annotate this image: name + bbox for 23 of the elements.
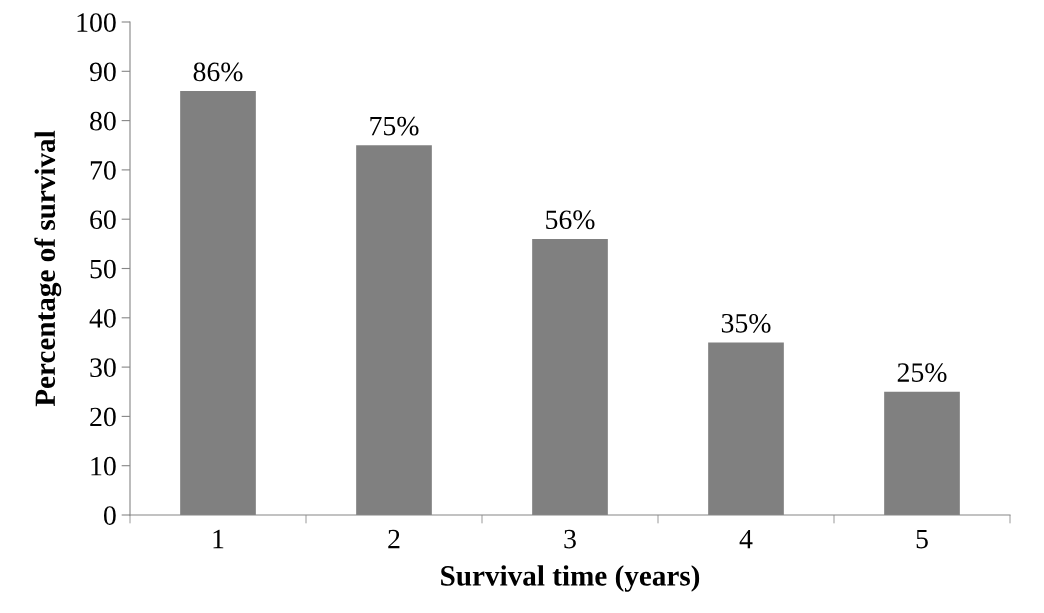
y-tick-label: 0 bbox=[103, 506, 116, 525]
x-tick-label: 4 bbox=[739, 529, 753, 549]
y-tick-label: 100 bbox=[77, 13, 116, 32]
data-label: 75% bbox=[370, 116, 419, 136]
y-tick-label: 40 bbox=[89, 308, 116, 328]
y-tick-label: 10 bbox=[91, 456, 116, 476]
y-tick-label: 80 bbox=[90, 111, 116, 131]
y-tick-label: 30 bbox=[90, 358, 116, 378]
x-tick-label: 2 bbox=[388, 529, 400, 549]
y-axis-title: Percentage of survival bbox=[34, 130, 62, 407]
x-tick-label: 3 bbox=[564, 529, 576, 549]
data-label: 25% bbox=[897, 363, 947, 383]
x-tick-label: 1 bbox=[213, 529, 224, 549]
y-tick-label: 50 bbox=[90, 259, 116, 279]
data-label: 35% bbox=[721, 313, 771, 333]
data-label: 56% bbox=[546, 210, 595, 230]
y-tick-label: 70 bbox=[90, 161, 116, 180]
data-label: 86% bbox=[193, 62, 243, 82]
x-axis-title: Survival time (years) bbox=[441, 565, 700, 592]
y-tick-label: 90 bbox=[89, 62, 116, 82]
y-tick-label: 60 bbox=[90, 210, 116, 230]
y-tick-label: 20 bbox=[90, 407, 116, 427]
x-tick-label: 5 bbox=[916, 529, 928, 549]
